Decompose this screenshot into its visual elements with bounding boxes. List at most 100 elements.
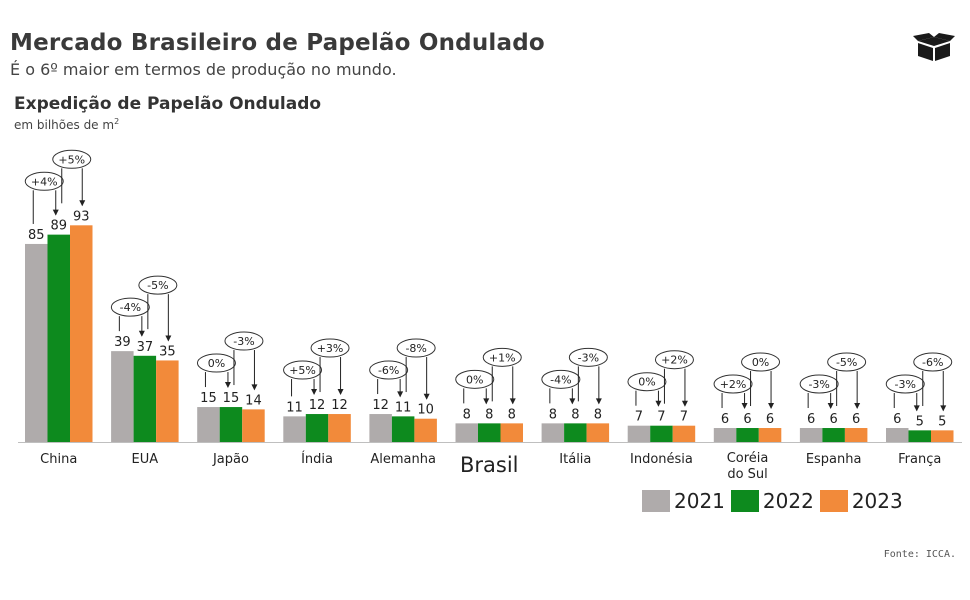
- growth-2023-8-arrowhead: [768, 403, 775, 410]
- chart-legend: 2021 2022 2023: [642, 488, 909, 514]
- bar-2023-0: [70, 225, 93, 442]
- growth-2022-4-ellipse: [369, 360, 409, 380]
- growth-2023-0-text: +5%: [58, 153, 85, 166]
- growth-2023-8-text: 0%: [752, 356, 769, 369]
- growth-2022-6-arrowhead: [569, 398, 576, 405]
- growth-2023-4-ellipse: [396, 338, 436, 358]
- growth-2023-5-text: +1%: [489, 351, 516, 364]
- bar-2021-2: [197, 407, 220, 442]
- growth-2023-7-ellipse: [654, 350, 694, 370]
- value-label-2023-9: 6: [852, 412, 860, 427]
- bar-2023-6: [586, 423, 610, 442]
- value-label-2021-5: 8: [463, 407, 471, 422]
- growth-2023-0-ellipse: [52, 149, 92, 169]
- growth-2023-9-ellipse: [827, 352, 867, 372]
- category-label-8-line1: Coréia: [727, 451, 769, 466]
- bar-2021-6: [541, 423, 565, 442]
- legend-item-2023: 2023: [819, 489, 903, 513]
- growth-2023-6-text: -3%: [578, 351, 599, 364]
- category-label-10: França: [898, 452, 941, 467]
- category-label-1: EUA: [132, 452, 159, 467]
- growth-2023-3-ellipse: [310, 338, 350, 358]
- value-label-2022-3: 12: [309, 398, 326, 413]
- value-label-2021-6: 8: [549, 407, 557, 422]
- growth-2022-1-text: -4%: [120, 301, 141, 314]
- chart-title: Expedição de Papelão Ondulado: [14, 94, 322, 114]
- bar-2022-7: [650, 425, 673, 442]
- growth-2022-4-text: -6%: [378, 364, 399, 377]
- growth-2022-10-text: -3%: [895, 378, 916, 391]
- bar-2021-9: [799, 428, 823, 442]
- growth-2023-2-text: -3%: [233, 335, 254, 348]
- bar-2022-4: [391, 416, 415, 442]
- value-label-2021-10: 6: [893, 412, 901, 427]
- growth-2022-0-ellipse: [24, 171, 64, 191]
- growth-2023-9-text: -5%: [836, 356, 857, 369]
- growth-2023-4-text: -8%: [405, 342, 426, 355]
- value-label-2021-7: 7: [635, 410, 643, 425]
- value-label-2023-10: 5: [938, 414, 946, 429]
- growth-2022-10-arrowhead: [913, 405, 920, 412]
- category-label-3: Índia: [301, 451, 333, 467]
- bar-2023-9: [844, 428, 868, 442]
- growth-2022-7-text: 0%: [638, 376, 655, 389]
- growth-2023-2-ellipse: [224, 331, 264, 351]
- bar-2023-2: [242, 409, 265, 442]
- legend-label-2022: 2022: [762, 489, 814, 513]
- bar-2023-8: [758, 428, 782, 442]
- growth-2023-9-arrowhead: [854, 403, 861, 410]
- growth-2022-2-ellipse: [196, 353, 236, 373]
- growth-2023-10-text: -6%: [922, 356, 943, 369]
- value-label-2021-3: 11: [286, 400, 303, 415]
- category-label-5: Brasil: [460, 453, 519, 477]
- legend-item-2022: 2022: [730, 489, 814, 513]
- value-label-2021-9: 6: [807, 412, 815, 427]
- growth-2023-5-arrowhead: [509, 398, 516, 405]
- bar-2022-8: [736, 428, 759, 442]
- growth-2023-10-arrowhead: [940, 405, 947, 412]
- growth-2022-5-text: 0%: [466, 373, 483, 386]
- value-label-2023-4: 10: [417, 403, 434, 418]
- value-label-2022-10: 5: [916, 414, 924, 429]
- value-label-2022-6: 8: [571, 407, 579, 422]
- growth-2023-10-ellipse: [913, 352, 953, 372]
- growth-2022-7-ellipse: [627, 372, 667, 392]
- value-label-2021-1: 39: [114, 335, 131, 350]
- page-subtitle: É o 6º maior em termos de produção no mu…: [10, 60, 397, 79]
- bar-2021-0: [25, 243, 48, 442]
- growth-2023-7-text: +2%: [661, 354, 688, 367]
- growth-2022-1-arrowhead: [138, 330, 145, 337]
- growth-2022-2-arrowhead: [224, 382, 231, 389]
- bar-2022-5: [478, 423, 501, 442]
- bar-2023-4: [414, 418, 437, 442]
- value-label-2022-7: 7: [657, 410, 665, 425]
- bar-2022-1: [133, 355, 157, 442]
- growth-2023-2-arrowhead: [251, 384, 258, 391]
- value-label-2021-2: 15: [200, 391, 217, 406]
- bar-2022-3: [305, 414, 329, 442]
- bar-2022-10: [908, 430, 931, 442]
- category-label-6: Itália: [559, 452, 591, 467]
- value-label-2022-9: 6: [830, 412, 838, 427]
- box-icon: [913, 33, 955, 61]
- growth-2022-3-text: +5%: [289, 364, 316, 377]
- chart-unit-superscript: 2: [114, 117, 120, 126]
- growth-2022-3-arrowhead: [311, 389, 318, 396]
- bar-2021-5: [455, 423, 478, 442]
- category-label-0: China: [40, 452, 77, 467]
- bar-2022-6: [564, 423, 587, 442]
- growth-2022-1-ellipse: [110, 297, 150, 317]
- value-label-2021-0: 85: [28, 228, 45, 243]
- bar-2023-10: [931, 430, 954, 442]
- growth-2022-9-text: -3%: [808, 378, 829, 391]
- category-label-9: Espanha: [806, 452, 862, 467]
- growth-2022-3-ellipse: [283, 360, 323, 380]
- bar-2022-2: [219, 407, 243, 442]
- growth-2022-5-ellipse: [455, 369, 495, 389]
- value-label-2022-1: 37: [137, 340, 154, 355]
- bar-2023-3: [328, 414, 351, 442]
- growth-2022-0-text: +4%: [31, 175, 58, 188]
- growth-2022-7-arrowhead: [655, 400, 662, 407]
- chart-unit-text: em bilhões de m: [14, 118, 115, 132]
- bar-2021-3: [283, 416, 306, 442]
